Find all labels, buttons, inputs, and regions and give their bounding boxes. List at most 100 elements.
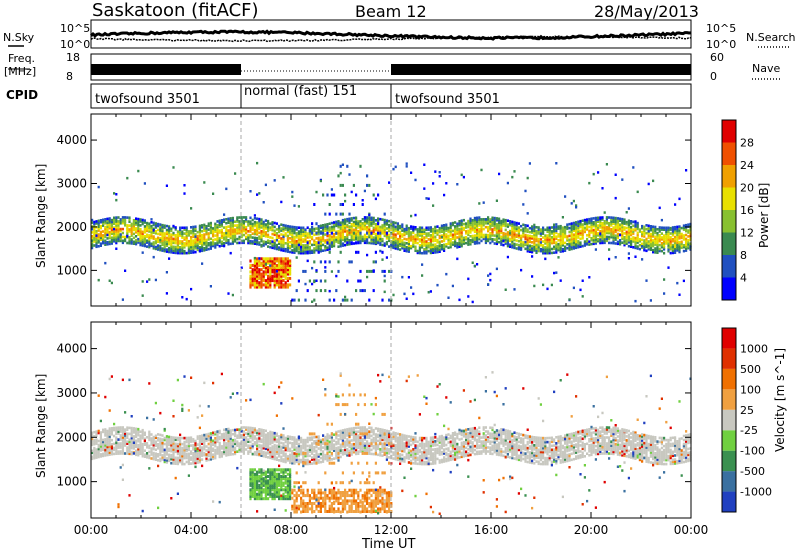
heatmap-cell [460,242,463,246]
heatmap-cell [196,242,199,246]
heatmap-cell [242,225,245,229]
heatmap-cell [258,221,261,225]
heatmap-cell [273,261,276,265]
heatmap-cell [269,261,272,265]
heatmap-cell [599,232,602,235]
heatmap-cell [198,460,201,464]
heatmap-cell [284,276,287,280]
heatmap-cell [97,447,100,451]
heatmap-cell [253,435,256,438]
heatmap-cell [170,235,173,238]
heatmap-cell [421,230,424,233]
heatmap-cell [469,229,472,232]
heatmap-cell [357,222,360,226]
heatmap-cell [506,181,509,185]
heatmap-cell [526,244,529,247]
heatmap-cell [258,223,261,227]
heatmap-cell [183,436,186,440]
heatmap-cell [258,430,261,433]
heatmap-cell [187,234,190,237]
heatmap-cell [616,219,619,222]
heatmap-cell [586,224,589,227]
heatmap-cell [429,290,432,293]
heatmap-cell [421,251,424,255]
heatmap-cell [396,239,399,243]
heatmap-cell [143,431,146,435]
heatmap-cell [229,437,232,440]
heatmap-cell [443,231,446,235]
heatmap-cell [260,232,263,235]
heatmap-cell [106,227,109,230]
heatmap-cell [291,231,294,235]
heatmap-cell [262,481,265,485]
heatmap-cell [214,226,217,230]
heatmap-cell [196,443,199,446]
heatmap-cell [643,243,646,246]
heatmap-cell [383,222,386,226]
heatmap-cell [326,223,329,226]
heatmap-cell [603,220,606,223]
heatmap-cell [594,226,597,230]
heatmap-cell [480,229,483,233]
heatmap-cell [304,236,307,239]
heatmap-cell [660,238,663,241]
heatmap-cell [179,246,182,249]
heatmap-cell [181,450,184,454]
heatmap-cell [623,241,626,245]
colorbar-swatch [722,277,736,300]
heatmap-cell [399,224,402,228]
heatmap-cell [658,249,661,253]
heatmap-cell [152,255,155,259]
heatmap-cell [201,452,204,455]
heatmap-cell [581,231,584,234]
heatmap-cell [348,239,351,242]
heatmap-cell [583,222,586,226]
heatmap-cell [341,242,344,245]
heatmap-cell [616,234,619,238]
heatmap-cell [286,270,289,274]
heatmap-cell [381,298,384,302]
heatmap-cell [495,240,498,244]
heatmap-cell [113,240,116,243]
heatmap-cell [227,219,230,223]
heatmap-cell [143,439,146,442]
heatmap-cell [592,238,595,242]
heatmap-cell [115,198,118,202]
heatmap-cell [157,238,160,241]
heatmap-cell [676,235,679,238]
heatmap-cell [495,226,498,230]
heatmap-cell [414,237,417,241]
heatmap-cell [660,228,663,231]
heatmap-cell [196,244,199,248]
heatmap-cell [185,438,188,442]
heatmap-cell [251,270,254,274]
heatmap-cell [135,238,138,242]
heatmap-cell [201,438,204,441]
heatmap-cell [203,181,206,184]
heatmap-cell [240,220,243,223]
heatmap-cell [163,245,166,249]
heatmap-cell [427,226,430,229]
heatmap-cell [324,223,327,227]
heatmap-cell [588,221,591,225]
heatmap-cell [647,224,650,228]
heatmap-cell [198,226,201,230]
heatmap-cell [212,453,215,456]
heatmap-cell [491,238,494,241]
heatmap-cell [280,237,283,240]
heatmap-cell [346,233,349,237]
heatmap-cell [106,217,109,221]
heatmap-cell [416,251,419,255]
heatmap-cell [612,240,615,243]
heatmap-cell [480,168,483,172]
heatmap-cell [121,428,124,431]
heatmap-cell [476,226,479,229]
heatmap-cell [649,228,652,232]
heatmap-cell [183,456,186,460]
heatmap-cell [473,218,476,222]
heatmap-cell [253,490,256,494]
heatmap-cell [216,224,219,227]
heatmap-cell [99,234,102,238]
heatmap-cell [575,227,578,230]
heatmap-cell [110,452,113,456]
